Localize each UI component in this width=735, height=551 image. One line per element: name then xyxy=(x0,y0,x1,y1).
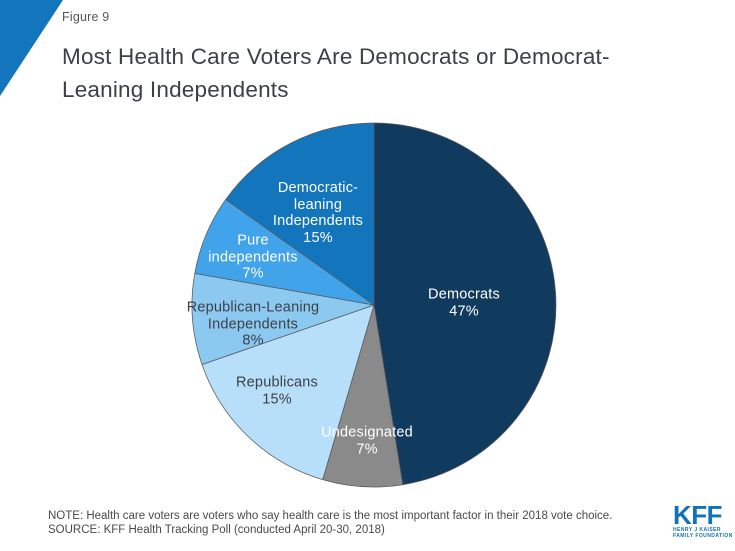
pie-slice-democrats xyxy=(373,122,557,486)
pie-slice-democratic-leaning-independents xyxy=(225,122,375,306)
kff-logo: KFF HENRY J KAISER FAMILY FOUNDATION xyxy=(673,500,733,539)
note-block: NOTE: Health care voters are voters who … xyxy=(48,509,612,537)
source-text: SOURCE: KFF Health Tracking Poll (conduc… xyxy=(48,524,385,536)
kff-logo-tagline: HENRY J KAISER FAMILY FOUNDATION xyxy=(673,527,733,539)
kff-logo-mark: KFF xyxy=(673,500,723,530)
pie-slice-republican-leaning-independents xyxy=(191,273,375,365)
figure-label: Figure 9 xyxy=(62,10,110,24)
note-text: NOTE: Health care voters are voters who … xyxy=(48,510,613,522)
pie-slice-republicans xyxy=(201,304,375,481)
page-title: Most Health Care Voters Are Democrats or… xyxy=(62,44,610,102)
